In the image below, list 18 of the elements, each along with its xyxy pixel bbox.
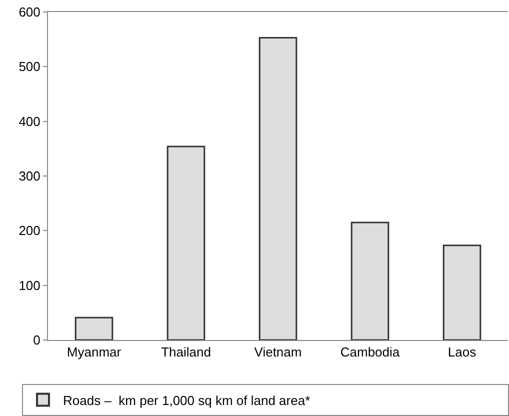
- y-tick-label: 600: [18, 4, 40, 20]
- bar: [258, 36, 298, 340]
- bar: [442, 244, 482, 340]
- y-tick-label: 300: [18, 168, 40, 184]
- legend-label: Roads – km per 1,000 sq km of land area*: [63, 392, 310, 408]
- y-tick-label: 500: [18, 59, 40, 74]
- y-tick-label: 400: [18, 114, 40, 129]
- bar: [166, 146, 206, 340]
- x-tick-label: Cambodia: [340, 344, 400, 360]
- bar: [74, 316, 114, 340]
- bar: [350, 222, 390, 340]
- x-tick-label: Thailand: [161, 344, 211, 360]
- x-tick-label: Vietnam: [254, 344, 302, 360]
- x-tick-label: Laos: [448, 344, 477, 360]
- y-tick-label: 100: [18, 278, 40, 293]
- y-tick-label: 200: [18, 223, 40, 238]
- y-tick-label: 0: [33, 332, 40, 348]
- x-tick-label: Myanmar: [66, 344, 122, 360]
